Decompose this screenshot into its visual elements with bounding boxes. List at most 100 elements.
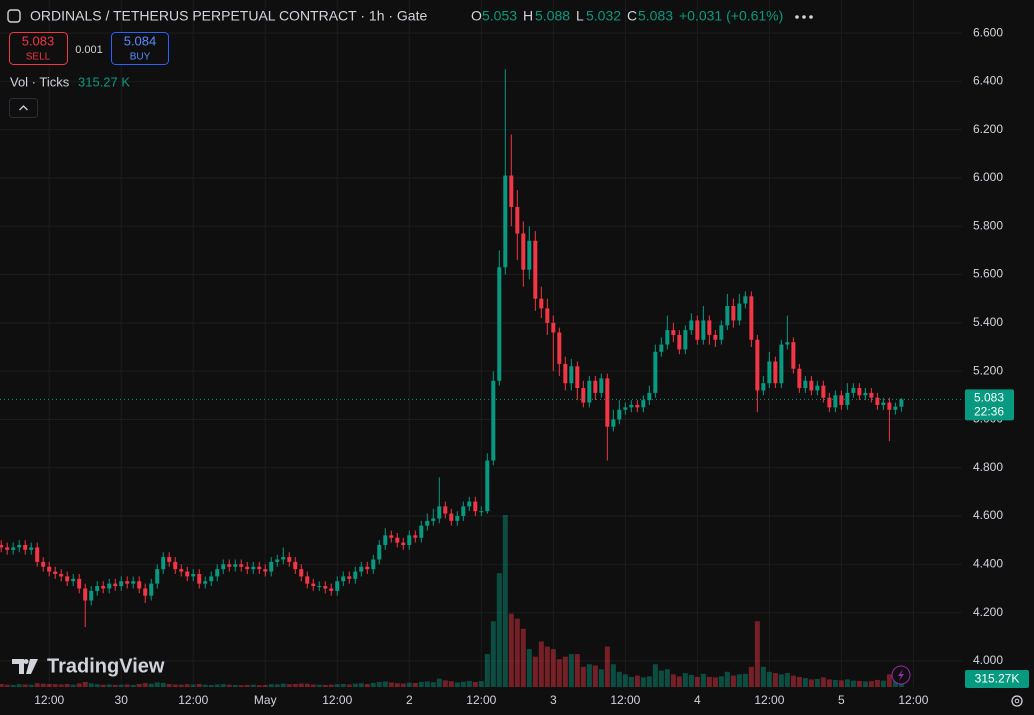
volume-bar [526,649,532,687]
change: +0.031 (+0.61%) [679,8,783,24]
candle-body [509,175,514,207]
buy-label: BUY [130,52,151,63]
candle-body [335,581,340,591]
volume-bar [106,684,112,687]
volume-bar [472,681,478,687]
dot [809,15,813,19]
candle-body [695,320,700,340]
volume-bar [40,683,46,687]
candle-body [821,385,826,398]
more-menu[interactable] [795,15,813,19]
volume-bar [328,684,334,687]
volume-bar [322,684,328,687]
candle-body [347,576,352,579]
buy-button[interactable]: 5.084 BUY [111,32,169,65]
volume-bar [766,671,772,687]
candle-body [767,361,772,384]
volume-bar [226,684,232,687]
x-tick-label: 12:00 [178,693,208,707]
volume-bar [568,654,574,687]
candle-body [575,366,580,389]
candle-body [401,542,406,546]
volume-bar [652,664,658,687]
volume-bar [550,649,556,687]
settings-icon[interactable] [1011,695,1023,707]
volume-bar [0,683,4,687]
candle-body [47,566,52,572]
dot [802,15,806,19]
candle-body [515,206,520,234]
candle-body [497,267,502,381]
volume-bar [220,684,226,687]
candle-body [287,557,292,562]
candle-body [725,305,730,326]
volume-bar [784,673,790,687]
volume-bar [580,666,586,687]
candle-body [521,233,526,270]
candle-body [611,419,616,427]
volume-last-box [965,670,1029,688]
volume-bar [346,684,352,687]
sell-box [9,32,68,65]
candle-body [623,407,628,410]
candle-body [59,573,64,577]
volume-bar [100,684,106,687]
volume-bar [130,684,136,687]
volume-bar [496,573,502,687]
candle-body [659,344,664,352]
candle-body [77,578,82,589]
y-tick-label: 5.800 [973,218,1003,232]
candle-body [293,561,298,570]
sell-button[interactable]: 5.083 SELL [9,32,68,65]
candle-body [737,303,742,321]
volume-bar [502,515,508,687]
candle-body [35,547,40,562]
gear-hub [1014,698,1020,704]
candle-body [599,378,604,393]
candle-body [881,402,886,405]
candle-body [119,581,124,587]
volume-bar [136,683,142,687]
volume-bar [466,680,472,687]
candle-body [719,325,724,340]
candle-body [641,400,646,408]
candle-body [185,571,190,577]
candle-body [815,385,820,391]
volume-bar [790,675,796,687]
volume-bar [274,684,280,687]
candle-body [275,559,280,562]
last-price-box [965,389,1014,421]
volume-bar [256,685,262,687]
low-label: L [576,8,584,24]
candle-body [827,397,832,408]
candle-body [851,388,856,393]
grid [0,0,962,687]
volume-bar [310,684,316,687]
x-tick-label: 12:00 [754,693,784,707]
volume-bar [802,678,808,687]
alert-icon[interactable] [891,665,911,685]
candle-body [863,392,868,396]
collapse-button[interactable] [9,98,38,118]
candle-body [467,501,472,507]
volume-bar [244,684,250,687]
volume-bar [286,684,292,687]
close-value: 5.083 [638,8,673,24]
candle-body [53,571,58,574]
y-tick-label: 5.600 [973,267,1003,281]
candle-body [419,525,424,538]
candle-body [539,298,544,309]
volume-bar [682,673,688,687]
volume-bar [868,681,874,687]
volume-bar [856,680,862,687]
candle-body [449,513,454,521]
volume-bar [400,683,406,687]
volume-bar [598,669,604,687]
candle-body [371,559,376,570]
high-label: H [523,8,533,24]
dot [795,15,799,19]
candles [0,69,904,628]
volume-bar [778,674,784,687]
volume-bar [94,684,100,687]
volume-bar [448,681,454,687]
